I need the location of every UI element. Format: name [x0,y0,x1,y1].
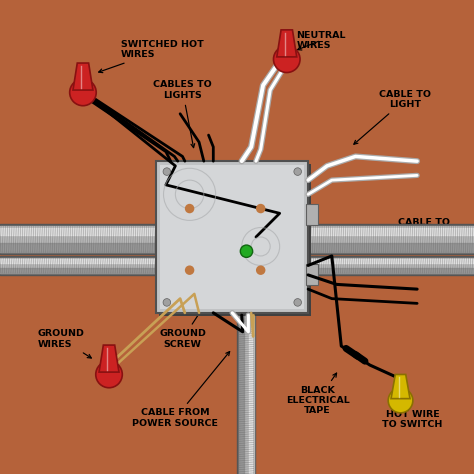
Text: NEUTRAL
WIRES: NEUTRAL WIRES [296,31,346,50]
Text: SWITCHED HOT
WIRES: SWITCHED HOT WIRES [99,40,204,73]
Text: CABLE TO
LIGHT: CABLE TO LIGHT [354,90,431,144]
Text: BLACK
ELECTRICAL
TAPE: BLACK ELECTRICAL TAPE [286,373,349,415]
Circle shape [163,299,171,306]
Circle shape [388,388,413,413]
Circle shape [294,168,301,175]
Bar [156,161,308,313]
Circle shape [273,46,300,73]
Circle shape [163,168,171,175]
Circle shape [256,265,265,275]
Text: HOT WIRE
TO SWITCH: HOT WIRE TO SWITCH [382,401,443,429]
Bar [159,164,311,316]
Polygon shape [73,63,93,90]
Polygon shape [99,345,119,372]
Circle shape [256,204,265,213]
Text: CABLE TO
SWITCH: CABLE TO SWITCH [381,218,450,237]
Bar [160,165,304,309]
Text: GROUND
SCREW: GROUND SCREW [159,255,237,348]
Circle shape [96,361,122,388]
Circle shape [294,299,301,306]
Text: CABLES TO
LIGHTS: CABLES TO LIGHTS [153,81,212,148]
Bar [306,264,318,285]
Bar [306,204,318,225]
Circle shape [70,79,96,106]
Text: GROUND
WIRES: GROUND WIRES [38,329,91,358]
Circle shape [240,245,253,257]
Polygon shape [391,374,410,399]
Text: CABLE FROM
POWER SOURCE: CABLE FROM POWER SOURCE [132,352,230,428]
Circle shape [185,204,194,213]
Circle shape [185,265,194,275]
Polygon shape [277,30,297,57]
